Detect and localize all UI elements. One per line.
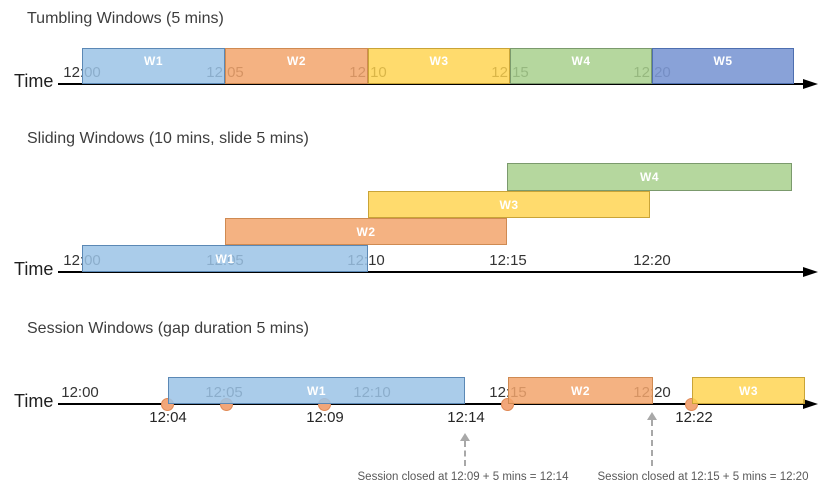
window-w3: W3 [692,377,805,404]
callout-dashed-stem [464,441,466,466]
window-w1: W1 [82,245,368,272]
window-w4: W4 [510,48,652,84]
event-time-label: 12:14 [447,409,485,426]
session-closed-annotation: Session closed at 12:09 + 5 mins = 12:14 [357,471,569,483]
session-closed-annotation: Session closed at 12:15 + 5 mins = 12:20 [597,471,809,483]
window-label: W2 [287,54,306,68]
time-tick-label: 12:00 [61,384,99,401]
section-title: Sliding Windows (10 mins, slide 5 mins) [27,130,309,147]
window-label: W3 [499,197,519,212]
window-w3: W3 [368,191,650,218]
event-time-label: 12:09 [306,409,344,426]
window-w1: W1 [168,377,465,404]
window-w2: W2 [225,218,507,245]
event-time-label: 12:04 [149,409,187,426]
callout-arrowhead-icon [647,412,657,420]
callout-dashed-stem [651,420,653,466]
window-label: W1 [307,383,326,398]
timeline [58,271,803,273]
window-label: W3 [739,383,758,398]
time-tick-label: 12:20 [633,252,671,269]
window-w2: W2 [225,48,368,84]
window-w4: W4 [507,163,792,191]
window-label: W4 [571,54,591,68]
timeline-arrow-icon [803,399,818,409]
event-time-label: 12:22 [675,409,713,426]
window-label: W2 [571,383,590,398]
time-axis-label: Time [14,391,54,411]
window-label: W4 [640,170,659,184]
timeline-arrow-icon [803,79,818,89]
window-label: W1 [215,251,235,266]
section-title: Tumbling Windows (5 mins) [27,10,224,27]
section-title: Session Windows (gap duration 5 mins) [27,320,309,337]
window-label: W1 [144,54,163,68]
timeline [58,403,803,405]
timeline-arrow-icon [803,267,818,277]
time-axis-label: Time [14,71,54,91]
window-w5: W5 [652,48,794,84]
window-label: W5 [713,54,733,68]
timeline [58,83,803,85]
window-w2: W2 [508,377,653,404]
time-tick-label: 12:15 [489,252,527,269]
time-axis-label: Time [14,259,54,279]
callout-arrowhead-icon [460,433,470,441]
window-w1: W1 [82,48,225,84]
window-w3: W3 [368,48,510,84]
window-label: W2 [356,224,376,239]
window-label: W3 [429,54,449,68]
